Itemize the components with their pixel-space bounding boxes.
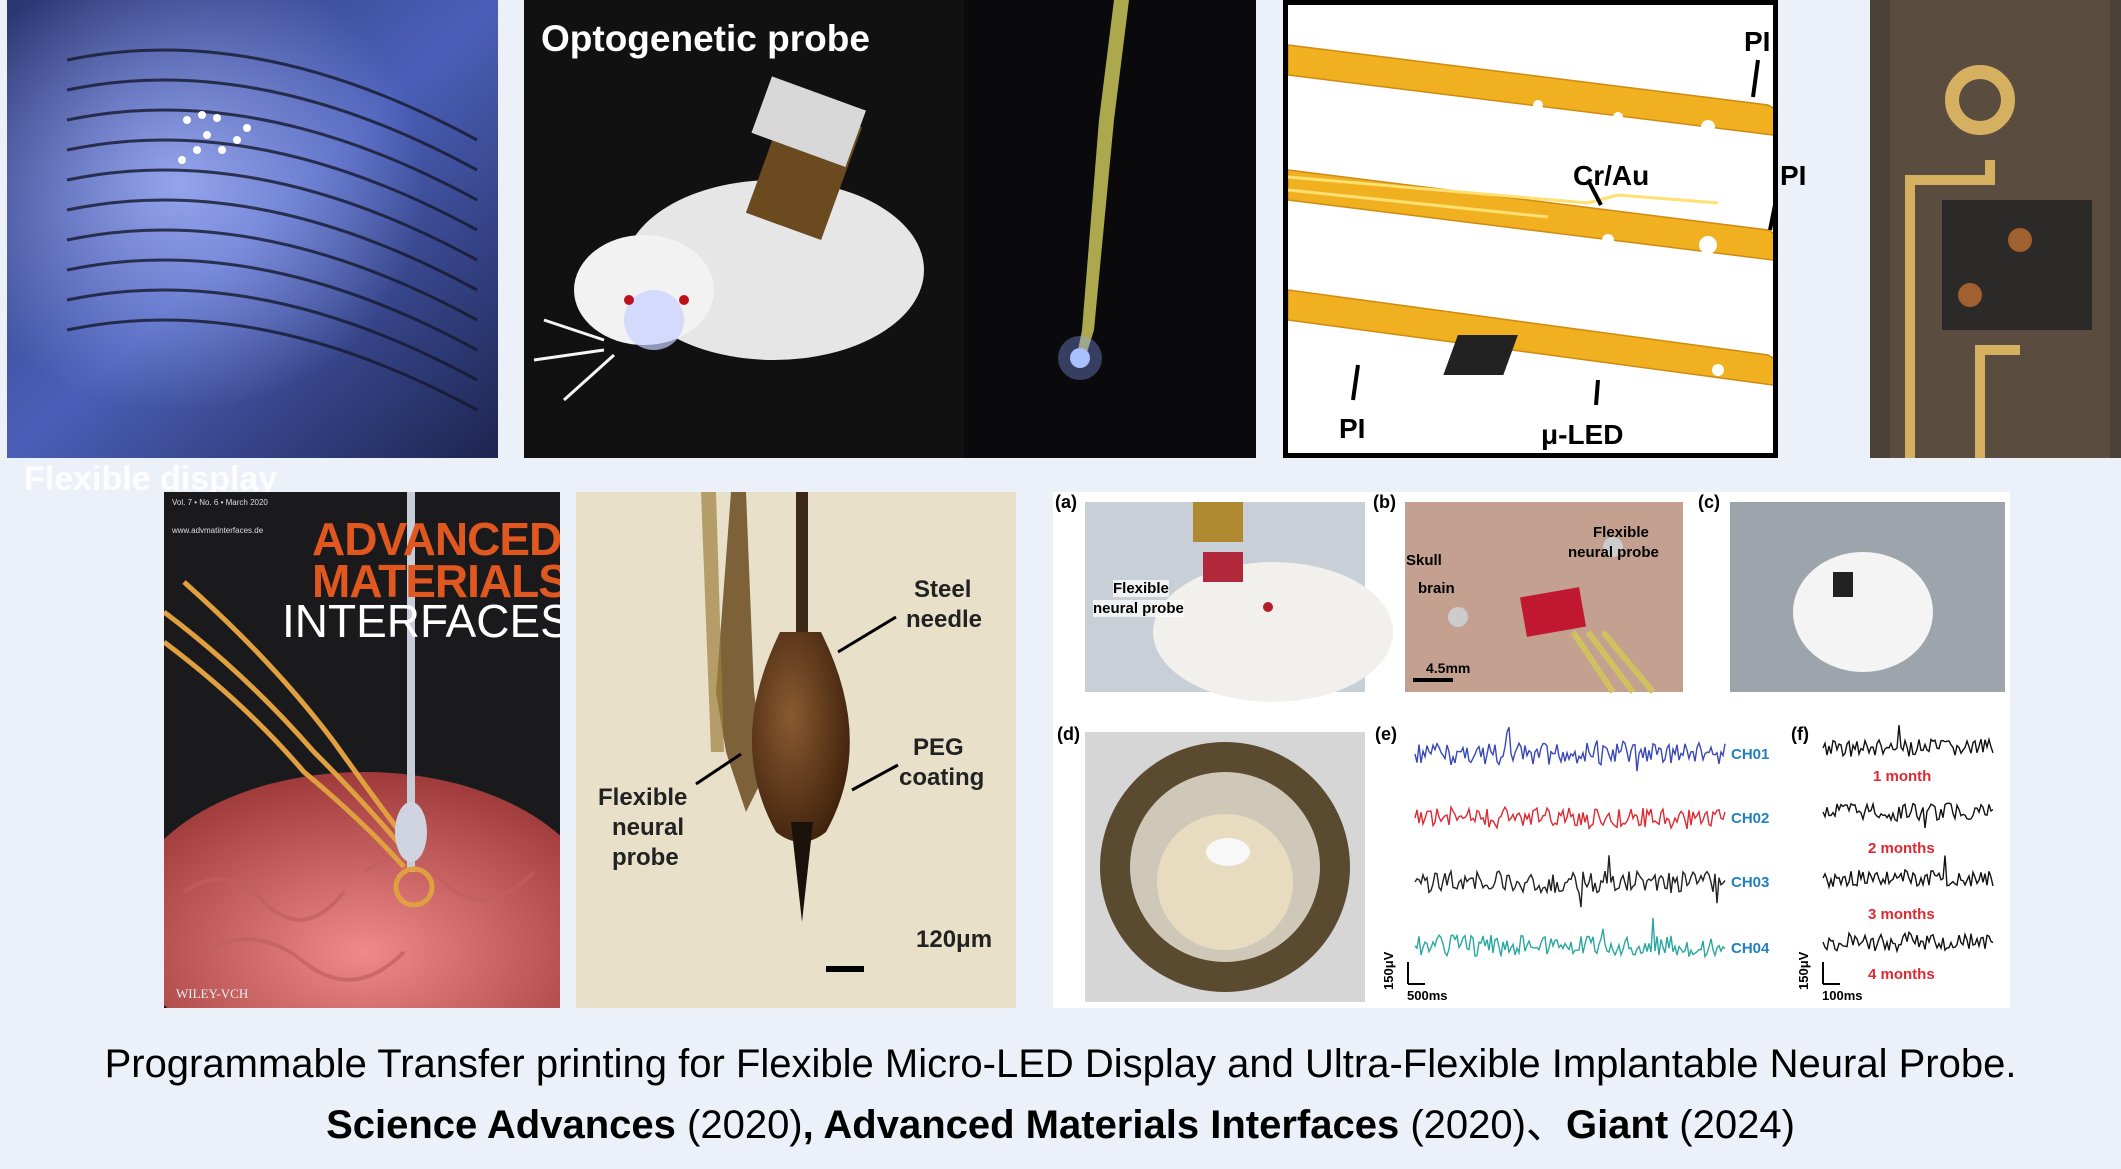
caption-separator: ,	[802, 1103, 824, 1147]
b-scale-label: 4.5mm	[1426, 660, 1471, 676]
month-label-1: 1 month	[1873, 768, 1932, 785]
b-skull-label: Skull	[1406, 552, 1442, 569]
caption-journal-3: Giant	[1565, 1103, 1669, 1147]
month-trace-4	[1822, 930, 1994, 954]
channel-label-3: CH03	[1731, 874, 1770, 891]
needle-photo: Steel needle PEG coating Flexible neural…	[576, 492, 1016, 1008]
cover-header: Vol. 7 • No. 6 • March 2020	[172, 498, 268, 507]
optogenetic-probe-label: Optogenetic probe	[541, 18, 870, 59]
peg-label-2: coating	[899, 764, 985, 791]
flexible-display-label: Flexible display	[24, 460, 278, 498]
cover-title-materials: MATERIALS	[312, 555, 560, 607]
panel-label-a: (a)	[1055, 492, 1077, 512]
f-scale-time: 100ms	[1822, 988, 1863, 1003]
journal-cover: Vol. 7 • No. 6 • March 2020 www.advmatin…	[164, 492, 560, 1008]
channel-trace-2	[1414, 804, 1726, 831]
layer-pi-bottom: PI	[1339, 413, 1366, 444]
month-label-4: 4 months	[1868, 966, 1935, 983]
layer-mu-led: μ-LED	[1541, 419, 1624, 450]
flexible-probe-label-2: neural	[612, 814, 685, 841]
caption-year-2: (2020)、	[1399, 1103, 1566, 1147]
channel-trace-4	[1414, 917, 1726, 959]
flexible-display-photo	[7, 0, 498, 458]
b-probe-label-2: neural probe	[1568, 544, 1659, 561]
layer-diagram	[1283, 0, 1778, 458]
flexible-probe-label-3: probe	[612, 844, 679, 871]
layer-pi-top: PI	[1744, 26, 1771, 57]
scale-bar-label: 120μm	[916, 926, 993, 953]
layer-pi-middle: PI	[1780, 160, 1807, 191]
month-trace-2	[1822, 801, 1994, 829]
cover-url: www.advmatinterfaces.de	[172, 526, 264, 535]
caption-line-1: Programmable Transfer printing for Flexi…	[104, 1042, 2017, 1086]
channel-trace-1	[1414, 726, 1726, 772]
panel-label-d: (d)	[1057, 724, 1080, 744]
channel-label-1: CH01	[1731, 746, 1770, 763]
micro-led-photo	[1870, 0, 2121, 458]
channel-label-2: CH02	[1731, 810, 1770, 827]
panel-label-c: (c)	[1698, 492, 1720, 512]
a-probe-label-1: Flexible	[1113, 580, 1169, 597]
month-label-3: 3 months	[1868, 906, 1935, 923]
e-scale-time: 500ms	[1407, 988, 1448, 1003]
channel-label-4: CH04	[1731, 940, 1770, 957]
e-scale-voltage: 150μV	[1381, 951, 1396, 990]
month-label-2: 2 months	[1868, 840, 1935, 857]
channel-trace-3	[1414, 855, 1726, 908]
panel-label-b: (b)	[1373, 492, 1396, 512]
steel-needle-label-2: needle	[906, 606, 983, 633]
b-brain-label: brain	[1418, 580, 1455, 597]
panel-label-e: (e)	[1375, 724, 1397, 744]
panel-label-f: (f)	[1791, 724, 1809, 744]
caption-journal-2: Advanced Materials Interfaces	[823, 1103, 1400, 1147]
cover-publisher: WILEY-VCH	[176, 986, 249, 1001]
cover-title-advanced: ADVANCED	[312, 513, 560, 565]
glowing-probe-photo	[964, 0, 1256, 458]
caption-year-3: (2024)	[1668, 1103, 1795, 1147]
steel-needle-label-1: Steel	[914, 576, 972, 603]
caption-line-2: Science Advances (2020), Advanced Materi…	[0, 1092, 2121, 1150]
peg-label-1: PEG	[913, 734, 964, 761]
month-trace-3	[1822, 855, 1994, 890]
research-figure: (a) (b) (c) (d) (e) (f) Flexible neural …	[1053, 492, 2010, 1008]
caption-journal-1: Science Advances	[326, 1103, 676, 1147]
flexible-probe-label-1: Flexible	[598, 784, 688, 811]
optogenetic-probe-photo	[524, 0, 964, 458]
a-probe-label-2: neural probe	[1093, 600, 1184, 617]
caption-year-1: (2020)	[675, 1103, 803, 1147]
b-probe-label-1: Flexible	[1593, 524, 1649, 541]
cover-title-interfaces: INTERFACES	[282, 595, 560, 647]
layer-cr-au: Cr/Au	[1573, 160, 1650, 191]
f-scale-voltage: 150μV	[1796, 951, 1811, 990]
month-trace-1	[1822, 724, 1994, 758]
